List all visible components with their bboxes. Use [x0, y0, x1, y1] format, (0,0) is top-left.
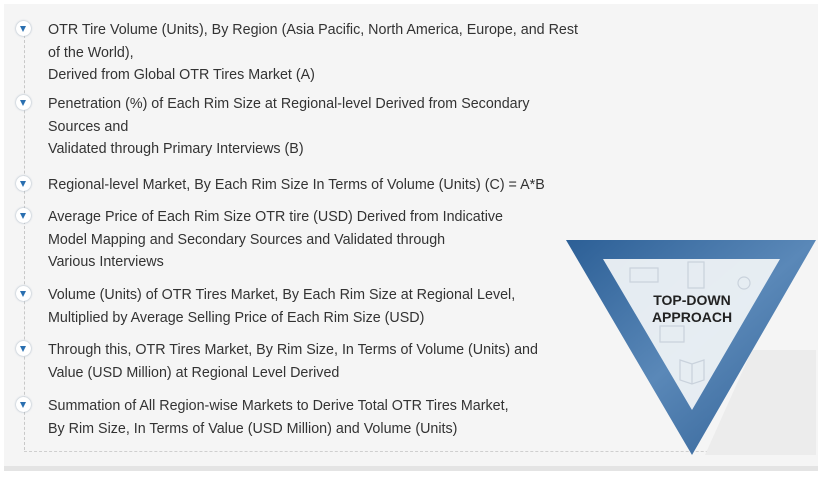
step-text-line: Various Interviews [48, 254, 164, 270]
approach-label: TOP-DOWN APPROACH [632, 292, 752, 326]
step-text-line: Through this, OTR Tires Market, By Rim S… [48, 342, 538, 358]
timeline-connector [24, 30, 25, 450]
bottom-divider [24, 451, 814, 452]
step-text-line: of the World), [48, 44, 134, 61]
step-text: Through this, OTR Tires Market, By Rim S… [48, 339, 538, 384]
step-text-line: Value (USD Million) at Regional Level De… [48, 364, 340, 381]
bottom-border [4, 466, 818, 471]
binder-icon [687, 261, 705, 289]
approach-label-line1: TOP-DOWN [653, 292, 731, 308]
step-text-line: Summation of All Region-wise Markets to … [48, 398, 509, 414]
step-text: Volume (Units) of OTR Tires Market, By E… [48, 284, 515, 329]
step-text-line: Regional-level Market, By Each Rim Size … [48, 177, 545, 193]
user-icon [737, 276, 751, 290]
inner-triangle [603, 259, 780, 410]
chevron-down-bullet-icon [16, 95, 31, 110]
step-text: Summation of All Region-wise Markets to … [48, 395, 509, 440]
chevron-down-bullet-icon [16, 397, 31, 412]
step-text-line: Average Price of Each Rim Size OTR tire … [48, 209, 503, 225]
step-text-line: Model Mapping and Secondary Sources and … [48, 231, 446, 248]
chevron-down-bullet-icon [16, 208, 31, 223]
step-text-line: Multiplied by Average Selling Price of E… [48, 309, 425, 326]
step-text: Penetration (%) of Each Rim Size at Regi… [48, 93, 530, 161]
chevron-down-bullet-icon [16, 21, 31, 36]
step-text-line: By Rim Size, In Terms of Value (USD Mill… [48, 420, 458, 437]
step-text-line: Validated through Primary Interviews (B) [48, 141, 304, 157]
step-text-line: Derived from Global OTR Tires Market (A) [48, 67, 315, 83]
step-text: OTR Tire Volume (Units), By Region (Asia… [48, 19, 578, 87]
shadow-shape [705, 350, 816, 455]
step-text: Regional-level Market, By Each Rim Size … [48, 174, 545, 197]
chevron-down-bullet-icon [16, 286, 31, 301]
chevron-down-bullet-icon [16, 176, 31, 191]
chevron-down-bullet-icon [16, 341, 31, 356]
step-text-line: OTR Tire Volume (Units), By Region (Asia… [48, 22, 578, 38]
step-text: Average Price of Each Rim Size OTR tire … [48, 206, 503, 274]
step-text-line: Penetration (%) of Each Rim Size at Regi… [48, 96, 530, 112]
step-text-line: Volume (Units) of OTR Tires Market, By E… [48, 287, 516, 303]
step-text-line: Sources and [48, 118, 129, 135]
book-icon [679, 359, 705, 385]
approach-label-line2: APPROACH [651, 309, 733, 325]
laptop-icon [659, 325, 685, 343]
handshake-icon [629, 267, 659, 283]
